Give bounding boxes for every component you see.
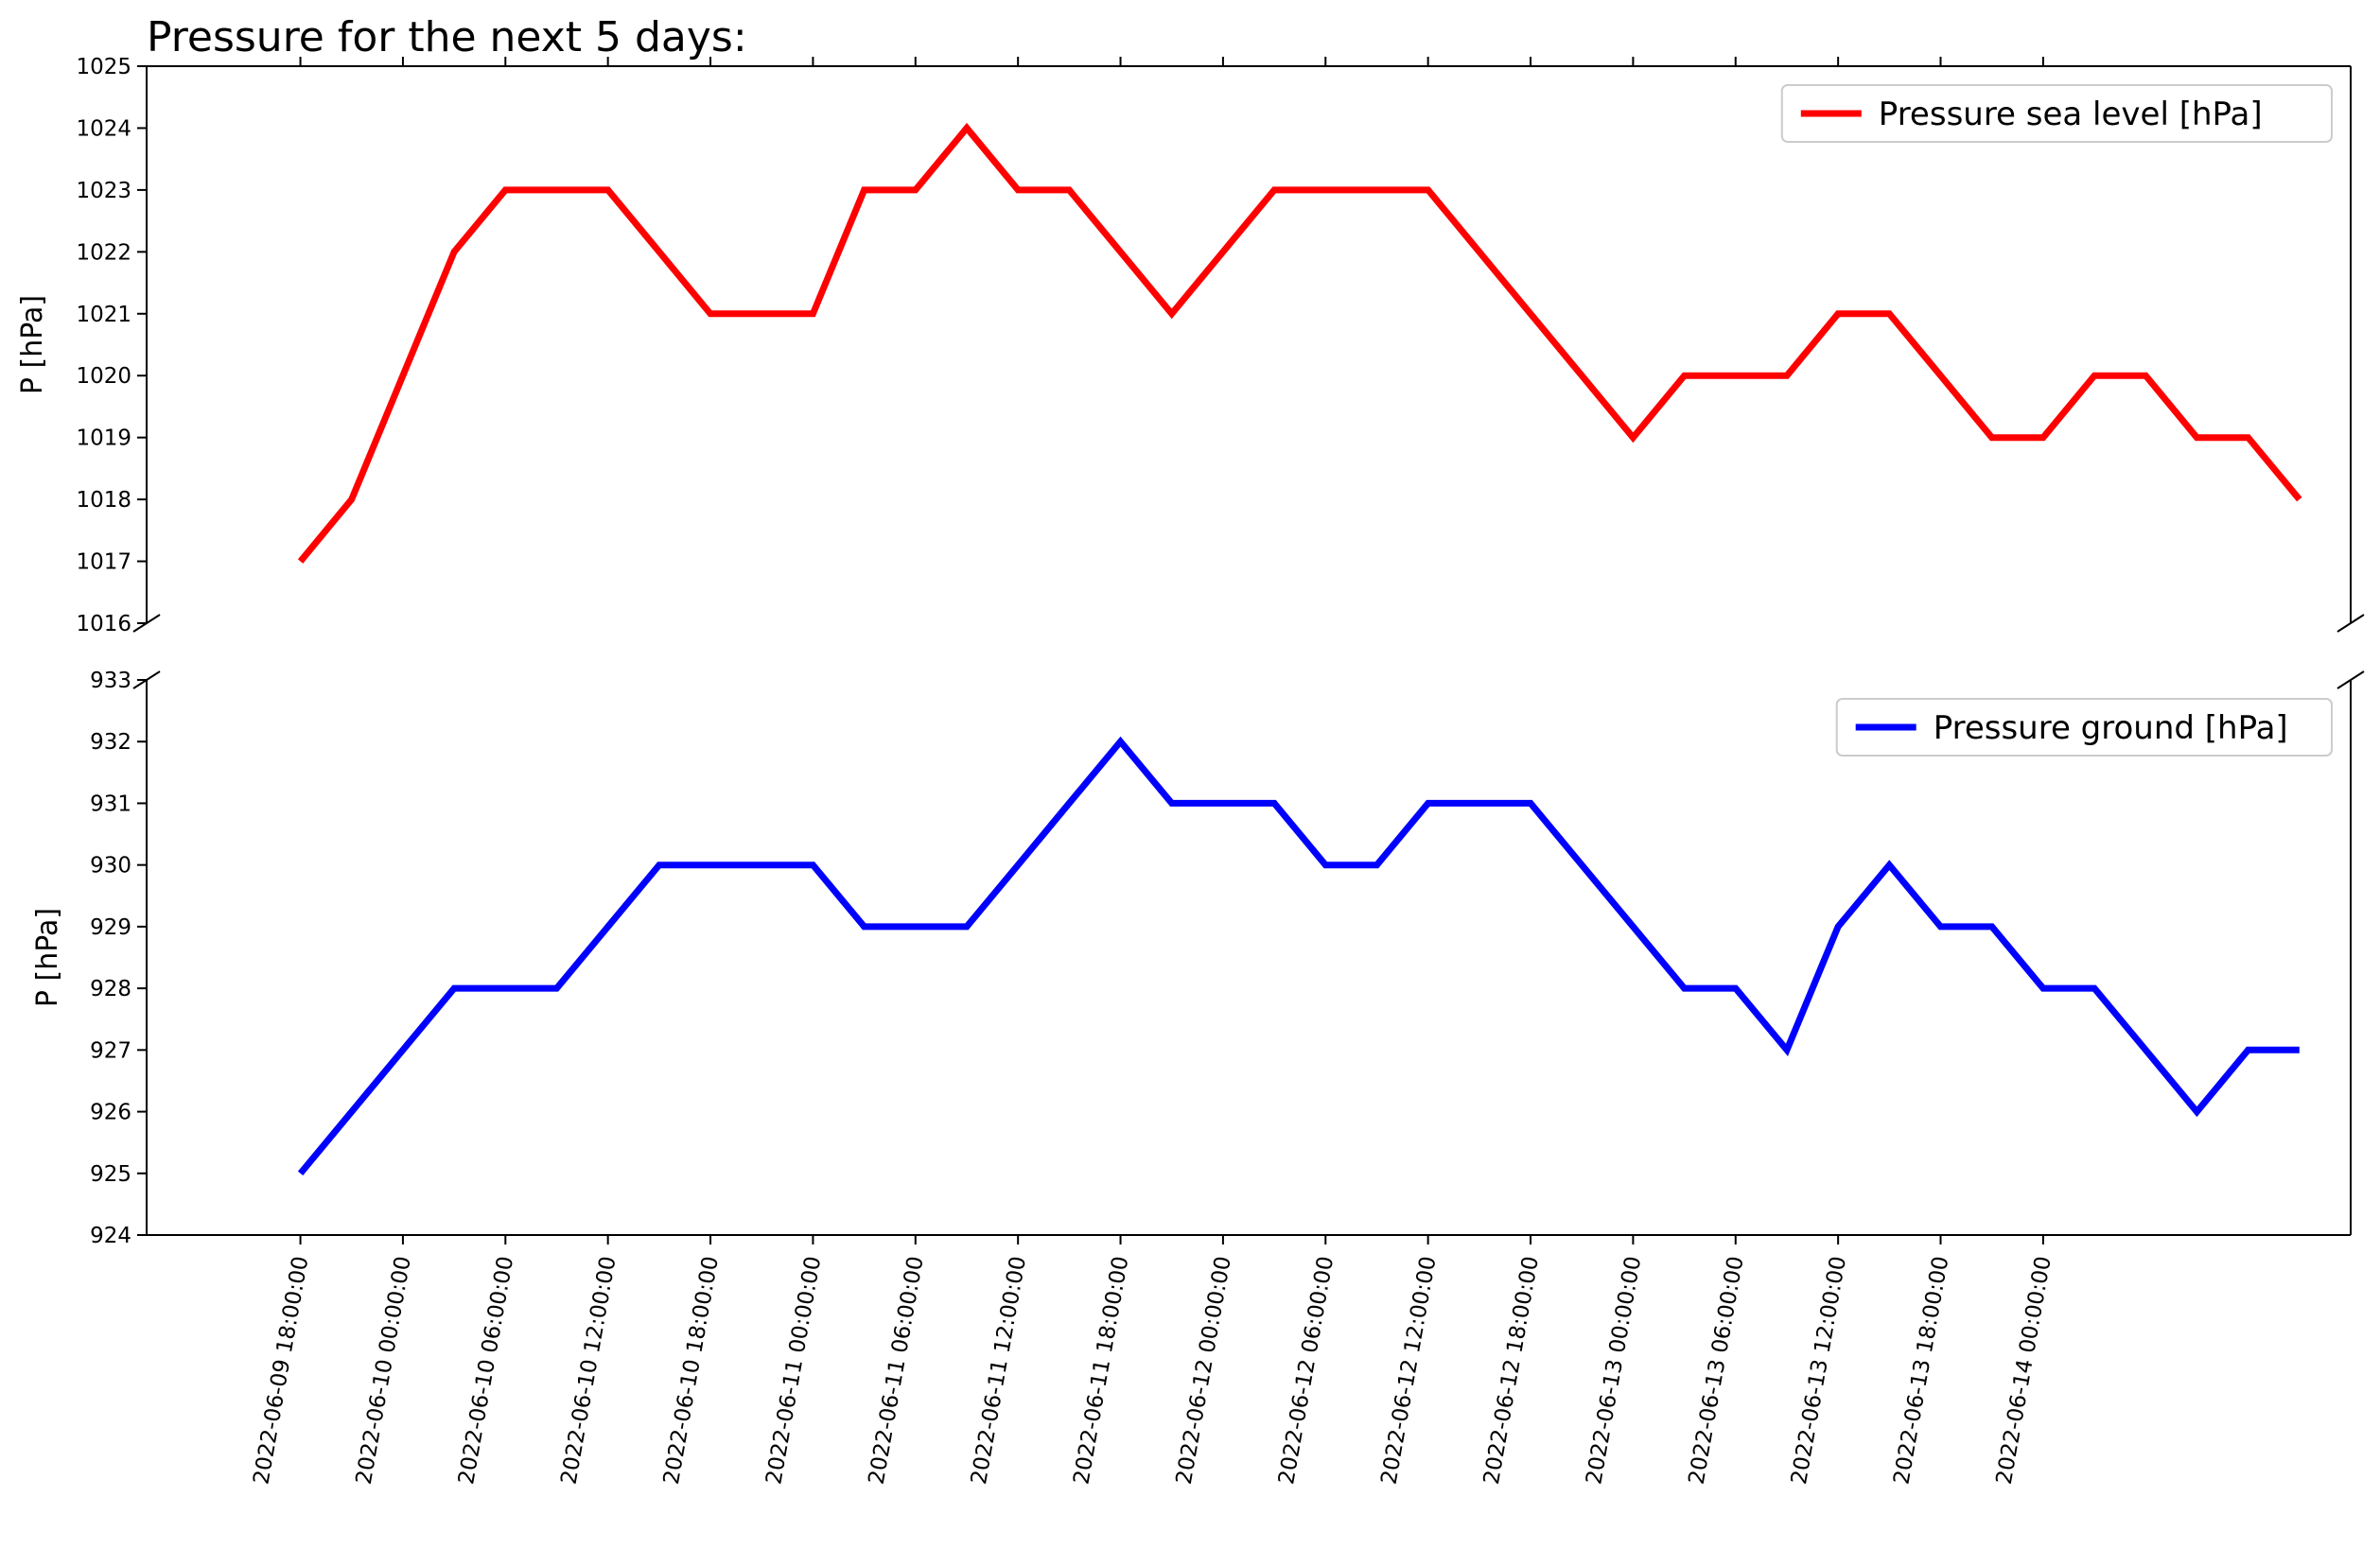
y-tick-label: 1019	[76, 426, 131, 451]
y-tick-label: 932	[90, 730, 131, 755]
y-tick-label: 927	[90, 1038, 131, 1063]
x-tick-label: 2022-06-13 06:00:00	[1685, 1255, 1749, 1487]
x-tick-label: 2022-06-14 00:00:00	[1992, 1255, 2056, 1487]
axis-break-mark	[2336, 670, 2365, 689]
y-tick-label: 930	[90, 854, 131, 879]
x-tick-label: 2022-06-09 18:00:00	[249, 1255, 313, 1487]
y-axis-label: P [hPa]	[16, 295, 49, 394]
x-tick-label: 2022-06-10 00:00:00	[352, 1255, 416, 1487]
y-tick-label: 931	[90, 792, 131, 816]
y-tick-label: 1020	[76, 364, 131, 389]
x-tick-label: 2022-06-10 18:00:00	[659, 1255, 724, 1487]
legend-label: Pressure ground [hPa]	[1934, 709, 2288, 747]
legend: Pressure ground [hPa]	[1835, 698, 2333, 757]
sea-level-panel: 1016 1017 1018 1019 1020 1021 1022 1023 1024 1025…	[16, 55, 2365, 636]
x-tick-label: 2022-06-13 12:00:00	[1787, 1255, 1851, 1487]
y-tick-label: 933	[90, 669, 131, 693]
y-tick-label: 925	[90, 1162, 131, 1187]
y-tick-label: 1022	[76, 240, 131, 265]
y-tick-label: 1021	[76, 303, 131, 327]
ground-panel: 924 925 926 927 928 929 930 931 932 933 P [hPa] Pre…	[31, 669, 2365, 1248]
legend-label: Pressure sea level [hPa]	[1879, 96, 2263, 133]
x-axis: 2022-06-09 18:00:00 2022-06-10 00:00:00 20…	[249, 1235, 2056, 1487]
x-tick-label: 2022-06-13 00:00:00	[1582, 1255, 1646, 1487]
series-line	[297, 736, 2300, 1176]
y-tick-label: 1017	[76, 550, 131, 575]
x-tick-label: 2022-06-12 12:00:00	[1377, 1255, 1442, 1487]
y-tick-label: 926	[90, 1101, 131, 1125]
y-tick-label: 1016	[76, 612, 131, 636]
chart-title: Pressure for the next 5 days:	[147, 13, 747, 61]
legend-frame	[1780, 84, 2334, 143]
y-tick-label: 1024	[76, 116, 131, 141]
x-tick-label: 2022-06-10 12:00:00	[557, 1255, 621, 1487]
y-tick-label: 1023	[76, 179, 131, 203]
y-tick-label: 929	[90, 915, 131, 940]
legend: Pressure sea level [hPa]	[1780, 84, 2334, 143]
x-tick-label: 2022-06-10 06:00:00	[454, 1255, 518, 1487]
legend-frame	[1835, 698, 2333, 757]
x-tick-label: 2022-06-12 06:00:00	[1274, 1255, 1339, 1487]
axis-break-mark	[2336, 614, 2365, 633]
y-axis-label: P [hPa]	[31, 908, 64, 1007]
x-tick-label: 2022-06-11 18:00:00	[1069, 1255, 1133, 1487]
x-tick-label: 2022-06-11 00:00:00	[761, 1255, 826, 1487]
series-line	[297, 122, 2302, 564]
y-tick-label: 928	[90, 977, 131, 1001]
x-tick-label: 2022-06-11 06:00:00	[865, 1255, 929, 1487]
x-tick-label: 2022-06-11 12:00:00	[967, 1255, 1031, 1487]
y-tick-label: 1025	[76, 55, 131, 79]
x-tick-label: 2022-06-12 18:00:00	[1479, 1255, 1544, 1487]
x-tick-label: 2022-06-12 00:00:00	[1172, 1255, 1236, 1487]
x-tick-label: 2022-06-13 18:00:00	[1889, 1255, 1953, 1487]
y-tick-label: 924	[90, 1224, 131, 1248]
y-tick-label: 1018	[76, 488, 131, 513]
